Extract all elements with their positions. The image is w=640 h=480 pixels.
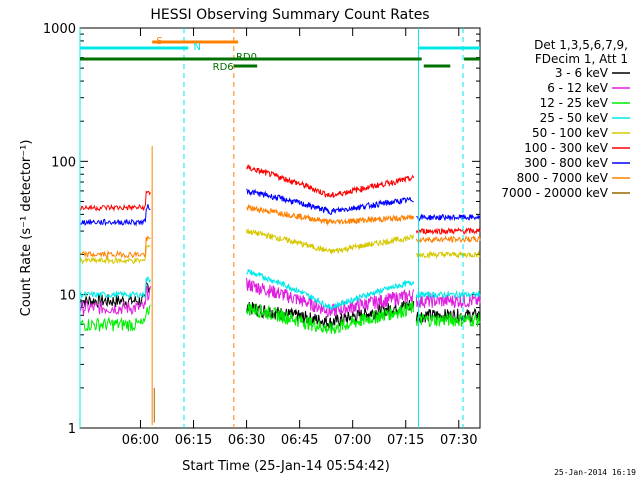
- series-trace: [415, 292, 481, 309]
- y-tick-label: 1: [68, 422, 76, 437]
- series-trace: [79, 304, 151, 332]
- series-trace: [415, 312, 481, 328]
- series-trace: [79, 204, 151, 227]
- series-trace: [246, 188, 414, 215]
- series-trace: [79, 190, 151, 212]
- flag-rd0-label: RD0: [236, 52, 257, 63]
- series-trace: [246, 228, 415, 255]
- series-trace: [246, 164, 415, 198]
- legend-entry: 3 - 6 keV: [555, 66, 609, 80]
- flag-n-label: N: [194, 42, 201, 53]
- y-axis-label: Count Rate (s⁻¹ detector⁻¹): [19, 140, 34, 317]
- x-tick-label: 07:30: [440, 433, 477, 448]
- series-trace: [416, 213, 481, 222]
- y-tick-label: 1000: [43, 22, 76, 37]
- legend-entry: 6 - 12 keV: [547, 81, 609, 95]
- x-axis-label: Start Time (25-Jan-14 05:54:42): [182, 459, 390, 474]
- footer-date: 25-Jan-2014 16:19: [554, 468, 636, 477]
- flag-rd6-label: RD6: [213, 62, 234, 73]
- x-tick-label: 07:00: [334, 433, 371, 448]
- series-trace: [415, 249, 481, 260]
- y-tick-label: 10: [59, 289, 76, 304]
- x-tick-label: 07:15: [387, 433, 424, 448]
- y-tick-label: 100: [51, 155, 76, 170]
- legend-header: Det 1,3,5,6,7,9,: [534, 38, 628, 52]
- legend: Det 1,3,5,6,7,9,FDecim 1, Att 13 - 6 keV…: [501, 38, 630, 200]
- legend-entry: 800 - 7000 keV: [517, 171, 609, 185]
- plot-frame: [79, 27, 481, 429]
- legend-entry: 100 - 300 keV: [524, 141, 608, 155]
- x-tick-label: 06:30: [228, 433, 265, 448]
- legend-entry: 7000 - 20000 keV: [501, 186, 608, 200]
- series-trace: [246, 300, 415, 335]
- legend-entry: 12 - 25 keV: [540, 96, 609, 110]
- series-trace: [79, 244, 151, 265]
- series-trace: [79, 235, 151, 259]
- x-tick-label: 06:15: [175, 433, 212, 448]
- series-trace: [246, 277, 415, 318]
- legend-entry: 300 - 800 keV: [524, 156, 608, 170]
- series-trace: [246, 203, 415, 227]
- x-tick-label: 06:45: [281, 433, 318, 448]
- chart-title: HESSI Observing Summary Count Rates: [150, 7, 429, 23]
- series-trace: [415, 234, 481, 244]
- series-trace: [415, 227, 481, 235]
- series-trace: [79, 285, 151, 316]
- series-trace: [79, 280, 151, 309]
- legend-header: FDecim 1, Att 1: [535, 52, 628, 66]
- x-tick-label: 06:00: [122, 433, 159, 448]
- legend-entry: 50 - 100 keV: [532, 126, 609, 140]
- flag-s-label: S: [156, 36, 162, 47]
- series-trace: [415, 289, 481, 299]
- series-trace: [79, 275, 151, 299]
- legend-entry: 25 - 50 keV: [540, 111, 609, 125]
- series-trace: [246, 268, 415, 311]
- plot-area: [79, 27, 481, 429]
